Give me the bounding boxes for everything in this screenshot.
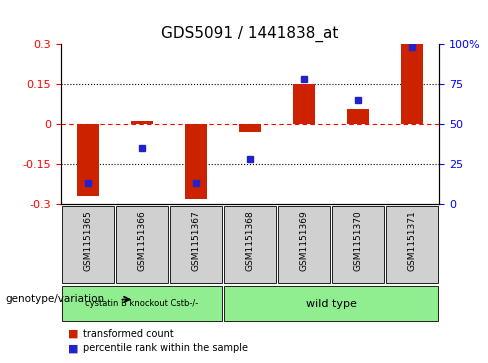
Text: GSM1151366: GSM1151366 <box>138 211 146 272</box>
Bar <box>131 121 153 124</box>
Text: GSM1151367: GSM1151367 <box>192 211 201 272</box>
Text: percentile rank within the sample: percentile rank within the sample <box>83 343 248 354</box>
FancyBboxPatch shape <box>278 206 330 283</box>
Text: GSM1151369: GSM1151369 <box>300 211 308 272</box>
Text: transformed count: transformed count <box>83 329 174 339</box>
Text: ■: ■ <box>68 343 79 354</box>
Text: genotype/variation: genotype/variation <box>5 294 104 305</box>
FancyBboxPatch shape <box>116 206 168 283</box>
Text: GSM1151365: GSM1151365 <box>83 211 93 272</box>
FancyBboxPatch shape <box>332 206 384 283</box>
Bar <box>347 109 369 124</box>
FancyBboxPatch shape <box>224 286 438 321</box>
Text: wild type: wild type <box>305 299 357 309</box>
FancyBboxPatch shape <box>224 206 276 283</box>
FancyBboxPatch shape <box>170 206 222 283</box>
Bar <box>185 124 207 199</box>
FancyBboxPatch shape <box>62 206 114 283</box>
Text: cystatin B knockout Cstb-/-: cystatin B knockout Cstb-/- <box>85 299 199 308</box>
Bar <box>239 124 261 132</box>
Text: GSM1151368: GSM1151368 <box>245 211 255 272</box>
Text: ■: ■ <box>68 329 79 339</box>
Bar <box>77 124 99 196</box>
Text: GSM1151370: GSM1151370 <box>354 211 363 272</box>
FancyBboxPatch shape <box>386 206 438 283</box>
Bar <box>401 44 423 124</box>
Bar <box>293 84 315 124</box>
Title: GDS5091 / 1441838_at: GDS5091 / 1441838_at <box>162 26 339 42</box>
Text: GSM1151371: GSM1151371 <box>407 211 417 272</box>
FancyBboxPatch shape <box>62 286 222 321</box>
